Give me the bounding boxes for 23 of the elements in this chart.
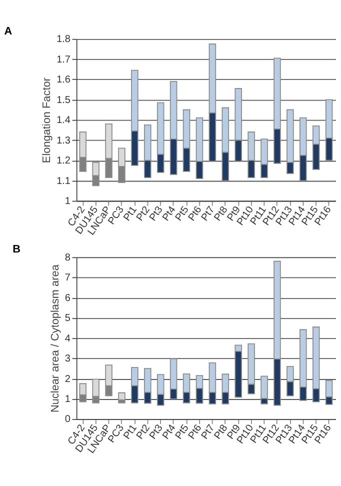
y-axis-title: Nuclear area / Cytoplasm area [50, 264, 62, 413]
y-tick-label: 7 [64, 272, 71, 284]
y-tick-label: 0 [64, 414, 71, 426]
y-tick-label: 1 [64, 394, 71, 405]
y-tick-label: 1.1 [56, 176, 71, 187]
bar [118, 392, 126, 400]
y-tick-label: 1.2 [56, 156, 71, 167]
y-tick-label: 4 [64, 333, 71, 344]
y-tick-label: 2 [64, 374, 71, 385]
chart-title: B [12, 244, 21, 256]
y-tick-label: 3 [64, 354, 71, 365]
y-tick-label: 1.7 [56, 54, 71, 66]
y-tick-label: 1.6 [56, 74, 71, 86]
y-axis-title: Elongation Factor [41, 77, 54, 164]
y-tick-label: 1.4 [56, 115, 71, 126]
y-tick-label: 6 [64, 292, 71, 304]
y-tick-label: 8 [64, 252, 71, 264]
y-tick-label: 1 [64, 196, 71, 207]
chart-title: A [4, 25, 12, 38]
y-tick-label: 1.5 [56, 94, 71, 106]
y-tick-label: 5 [64, 313, 71, 324]
y-tick-label: 1.3 [56, 135, 71, 146]
y-tick-label: 1.8 [56, 34, 71, 46]
